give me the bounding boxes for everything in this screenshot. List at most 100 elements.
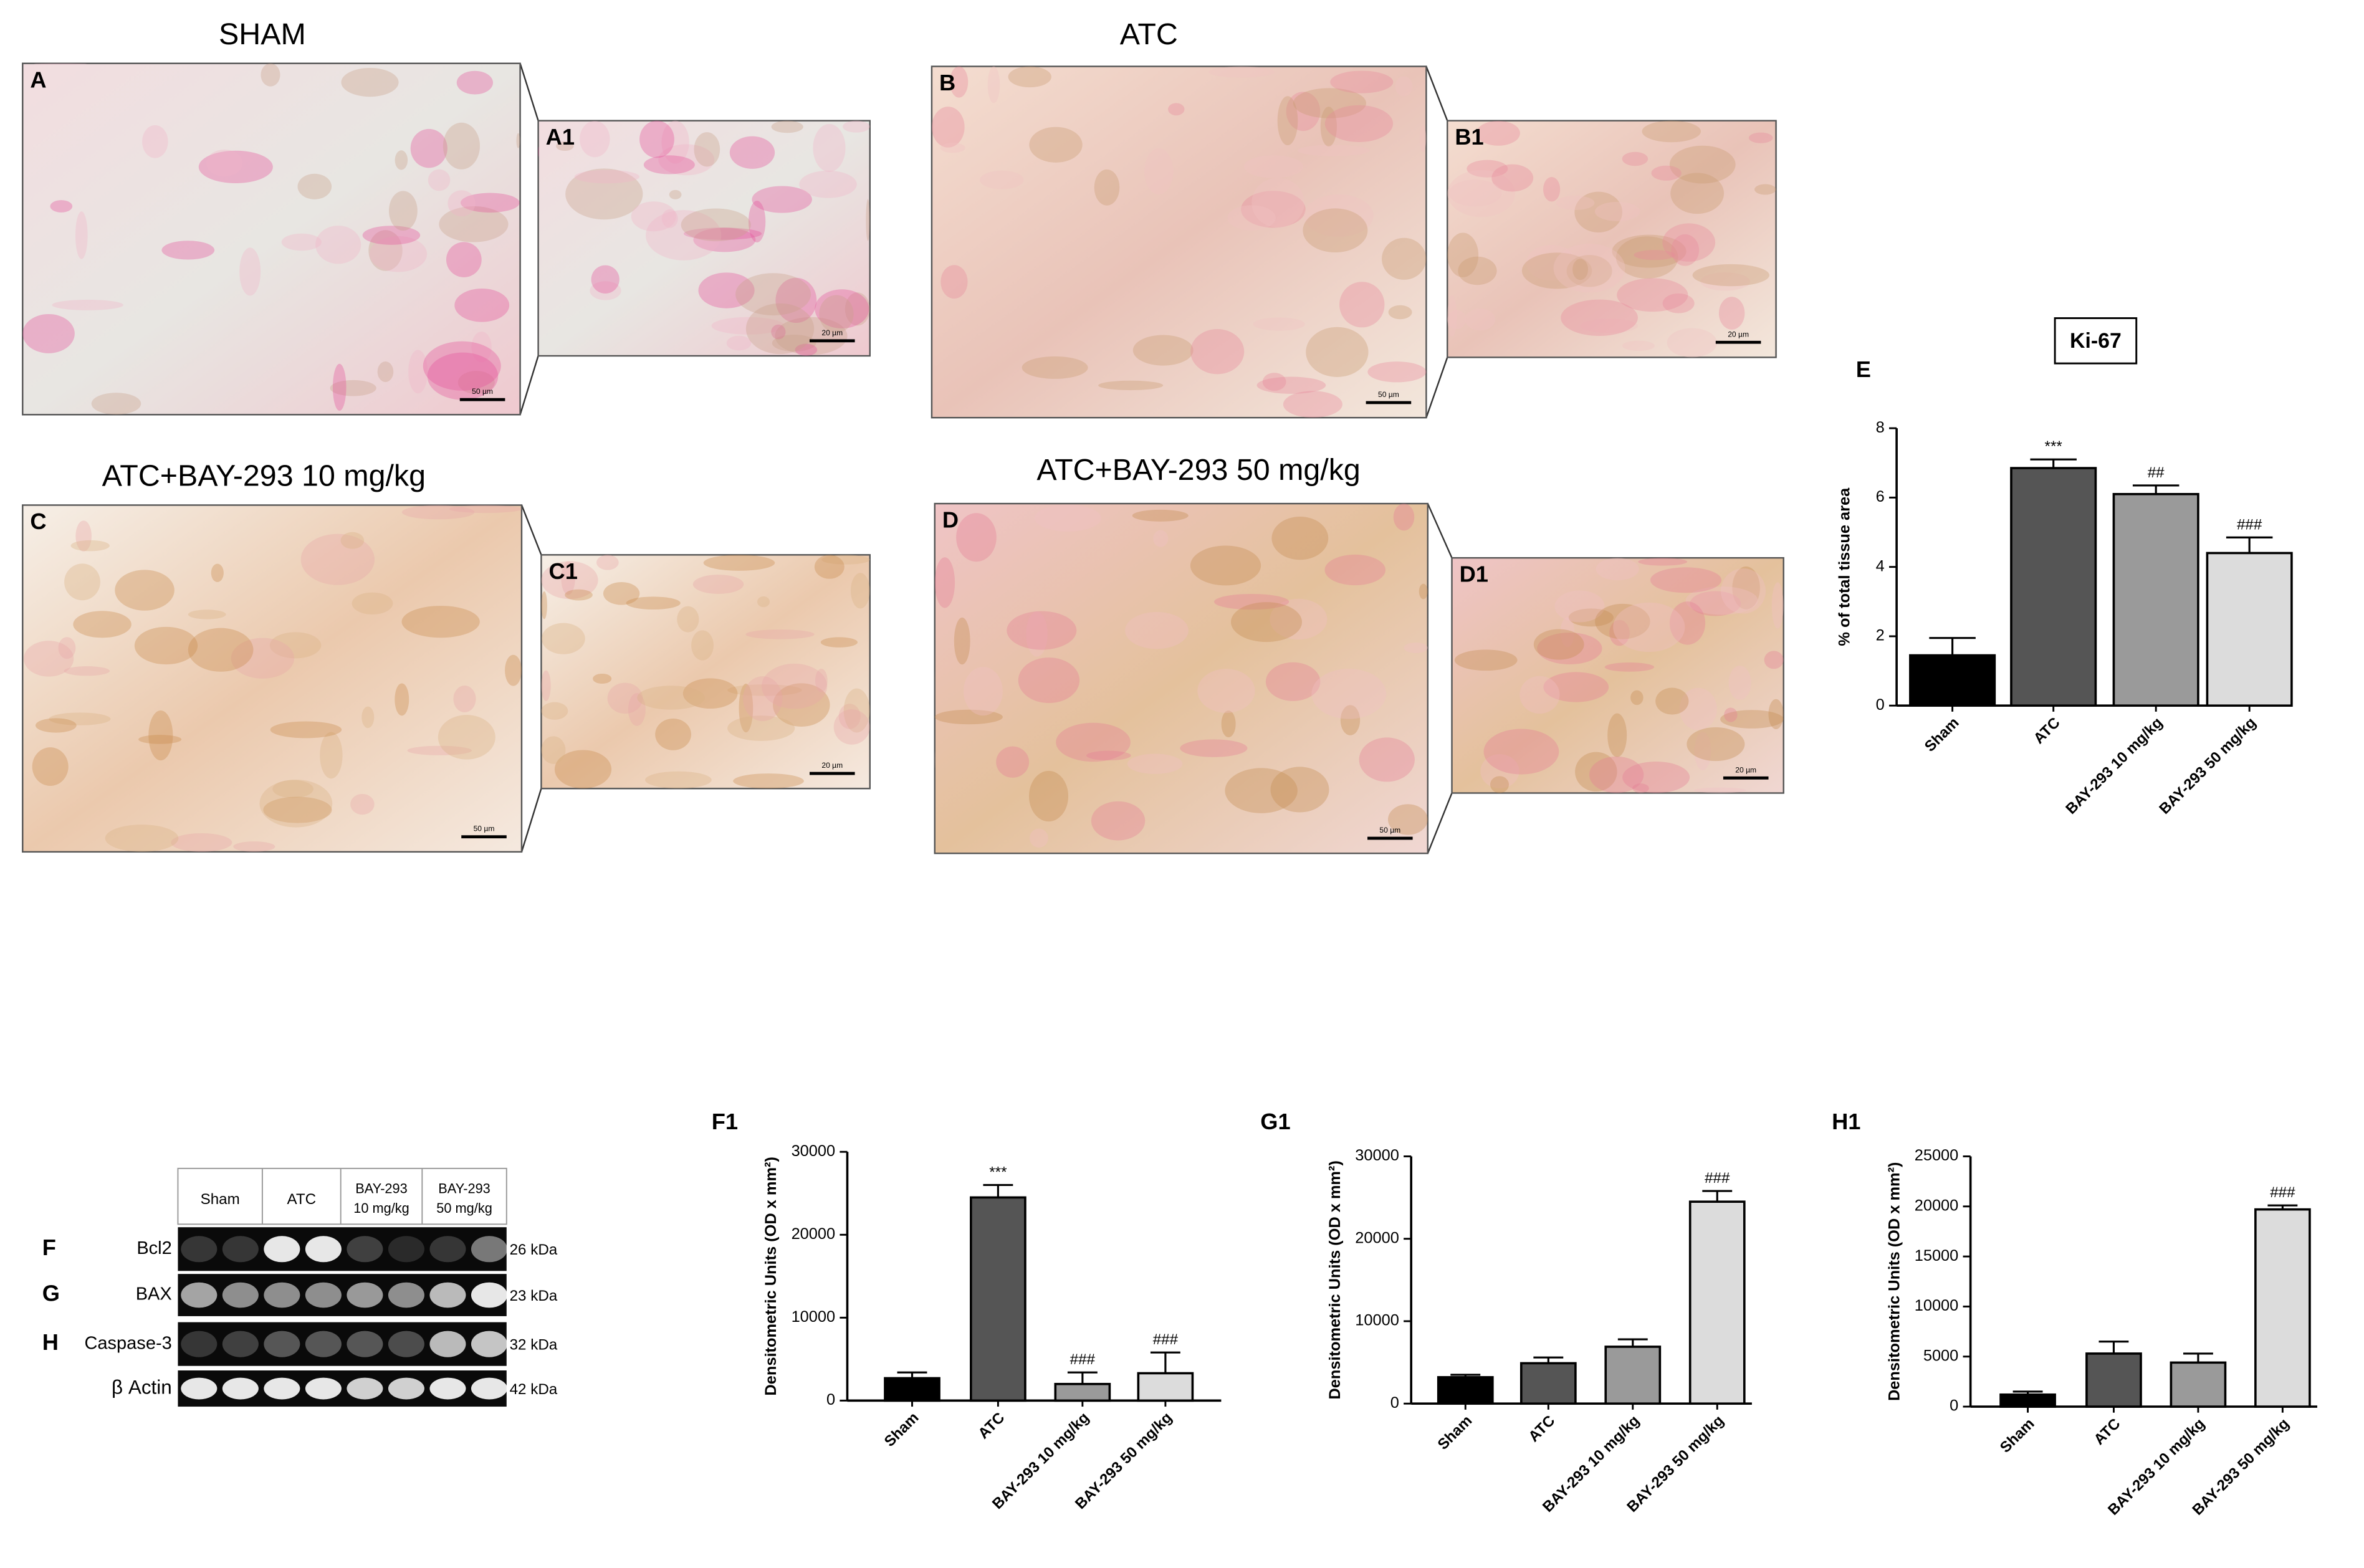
tissue-texture: [1490, 776, 1510, 793]
tissue-texture: [1595, 603, 1650, 639]
tissue-texture: [845, 292, 870, 326]
tissue-texture: [1243, 155, 1304, 178]
tissue-texture: [408, 350, 428, 394]
weight-label: 32 kDa: [510, 1336, 558, 1353]
tissue-texture: [815, 669, 828, 692]
tissue-texture: [843, 688, 870, 733]
tissue-texture: [75, 211, 88, 259]
tissue-texture: [1662, 223, 1716, 262]
bar: [2254, 1208, 2311, 1408]
tissue-texture: [438, 715, 495, 760]
tissue-texture: [934, 709, 1003, 725]
tissue-texture: [655, 718, 691, 750]
tissue-texture: [1271, 516, 1329, 560]
tissue-texture: [407, 745, 472, 755]
lane-label: 10 mg/kg: [353, 1200, 409, 1216]
tissue-texture: [646, 210, 722, 261]
tissue-texture: [541, 561, 598, 600]
lane-label: Sham: [201, 1191, 240, 1208]
bar: [2085, 1352, 2142, 1408]
tissue-texture: [1388, 305, 1412, 320]
chart-title: Ki-67: [2070, 329, 2122, 353]
tissue-texture: [639, 120, 674, 158]
tissue-texture: [1724, 707, 1738, 722]
tissue-texture: [1651, 165, 1682, 181]
tissue-texture: [565, 589, 593, 601]
tissue-texture: [694, 132, 720, 167]
tissue-texture: [934, 557, 955, 608]
y-axis-label: Densitometric Units (OD x mm²): [762, 1157, 780, 1396]
tissue-texture: [115, 570, 175, 611]
tissue-texture: [593, 673, 612, 684]
micrograph: [22, 504, 523, 853]
tissue-texture: [773, 683, 830, 727]
panel-letter: D1: [1460, 562, 1488, 587]
tissue-texture: [138, 735, 182, 744]
tissue-texture: [1256, 376, 1326, 394]
significance-label: ###: [2237, 516, 2262, 533]
band: [388, 1331, 424, 1357]
x-tick-label: Sham: [1997, 1415, 2038, 1456]
tissue-texture: [1190, 329, 1245, 375]
tissue-texture: [1225, 768, 1298, 813]
bar: [1054, 1382, 1111, 1402]
panel-letter: A1: [546, 124, 575, 150]
scale-bar-label: 20 µm: [1735, 765, 1756, 774]
tissue-texture: [1671, 234, 1700, 266]
tissue-texture: [1283, 391, 1342, 418]
band: [264, 1282, 300, 1308]
y-axis-label: Densitometric Units (OD x mm²): [1885, 1162, 1903, 1401]
tissue-texture: [1670, 173, 1725, 214]
tissue-texture: [1454, 649, 1518, 671]
tissue-texture: [692, 575, 744, 594]
tissue-texture: [775, 277, 817, 323]
tissue-texture: [134, 626, 198, 665]
significance-label: ##: [2148, 464, 2165, 481]
blot-strip: [178, 1227, 507, 1271]
tissue-texture: [1662, 293, 1695, 313]
y-tick-label: 6: [1876, 488, 1885, 505]
tissue-texture: [460, 193, 520, 213]
band: [471, 1236, 507, 1263]
x-tick-label: Sham: [1435, 1412, 1476, 1453]
tissue-texture: [645, 771, 712, 789]
tissue-texture: [350, 793, 375, 815]
inset-micrograph: [537, 120, 871, 357]
tissue-texture: [538, 146, 539, 157]
tissue-texture: [556, 141, 574, 151]
tissue-texture: [1007, 611, 1077, 650]
tissue-texture: [1029, 770, 1069, 822]
bar: [1604, 1346, 1662, 1405]
band: [222, 1236, 259, 1263]
micrograph: [22, 62, 521, 416]
y-tick-label: 2: [1876, 627, 1885, 644]
tissue-texture: [231, 638, 295, 679]
tissue-texture: [1227, 205, 1276, 231]
inset-micrograph: [1447, 120, 1777, 358]
tissue-texture: [1572, 259, 1589, 280]
tissue-texture: [866, 199, 870, 241]
x-tick-label: BAY-293 10 mg/kg: [2062, 714, 2166, 818]
tissue-texture: [75, 520, 92, 552]
tissue-texture: [1622, 151, 1649, 166]
tissue-texture: [1617, 278, 1688, 312]
bar: [1137, 1372, 1194, 1402]
tissue-texture: [987, 66, 1000, 103]
bar: [2170, 1361, 2227, 1408]
tissue-texture: [1533, 629, 1584, 660]
tissue-texture: [814, 555, 845, 579]
tissue-texture: [410, 128, 447, 168]
y-tick-label: 15000: [1915, 1247, 1959, 1264]
tissue-texture: [1298, 145, 1370, 156]
tissue-texture: [1630, 690, 1644, 705]
y-tick-label: 20000: [1915, 1197, 1959, 1215]
tissue-texture: [1553, 243, 1625, 293]
tissue-texture: [580, 120, 610, 158]
bar-chart: F1 Densitometric Units (OD x mm²) 0 10000 20…: [712, 1109, 1222, 1513]
tissue-texture: [272, 780, 313, 798]
band: [222, 1282, 259, 1308]
x-tick-label: ATC: [2031, 714, 2064, 747]
y-tick-label: 0: [1950, 1397, 1958, 1415]
tissue-texture: [733, 773, 804, 789]
tissue-texture: [1320, 107, 1338, 146]
